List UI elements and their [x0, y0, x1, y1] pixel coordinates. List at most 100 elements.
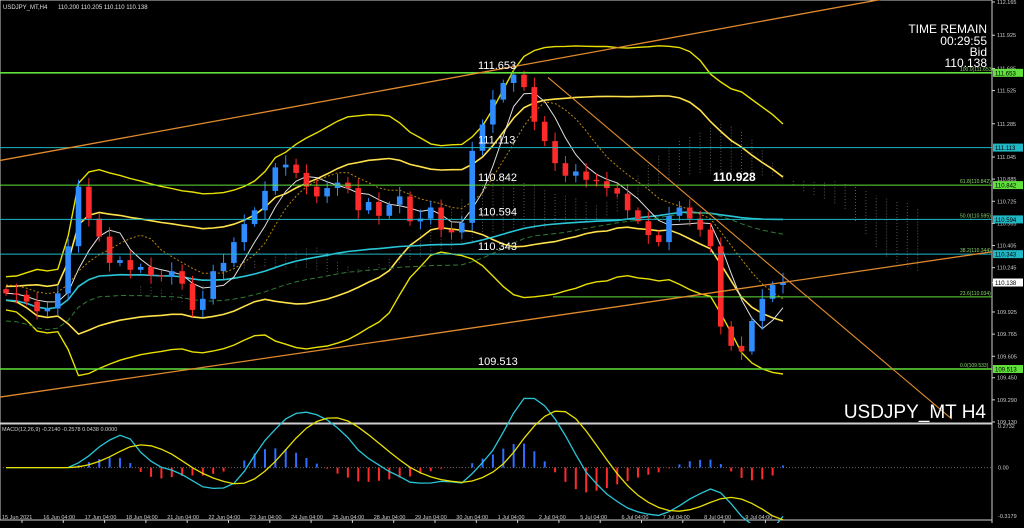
candle-body-14 — [148, 267, 154, 276]
candle-body-28 — [293, 164, 299, 173]
candle-body-6 — [65, 246, 71, 294]
time-tick-label-10: 29 Jun 04:00 — [415, 515, 447, 521]
bollinger-upper-inner — [5, 95, 784, 288]
symbol-header: USDJPY_MT,H4 — [3, 5, 48, 11]
candle-body-2 — [23, 294, 30, 302]
axis-level-box-4 — [993, 250, 1023, 259]
candle-body-48 — [500, 83, 507, 100]
candle-body-9 — [96, 218, 102, 237]
time-tick-label-9: 28 Jun 04:00 — [374, 515, 406, 521]
candle-body-40 — [417, 218, 424, 222]
candle-body-50 — [521, 74, 527, 88]
price-tick-label-7: 110.725 — [997, 199, 1016, 205]
price-tick-label-14: 109.605 — [997, 354, 1017, 360]
time-tick-label-12: 1 Jul 04:00 — [498, 515, 525, 521]
time-tick-label-18: 9 Jul 04:00 — [745, 515, 772, 521]
moving-average-fast — [5, 92, 784, 330]
candle-body-24 — [251, 210, 258, 225]
axis-level-text-6: 109.513 — [995, 367, 1017, 373]
candle-body-36 — [376, 202, 382, 216]
time-tick-label-15: 6 Jul 04:00 — [622, 515, 649, 521]
fib-label-4: 38.2(110.344) — [960, 248, 991, 254]
macd-tick-label-2: -0.3179 — [998, 514, 1017, 520]
bid-price-box — [993, 278, 1023, 287]
axis-level-box-6 — [993, 364, 1023, 373]
axis-level-text-0: 111.653 — [995, 71, 1016, 77]
level-label-2: 110.842 — [478, 172, 517, 184]
time-tick-label-4: 21 Jun 04:00 — [167, 515, 199, 521]
watermark-label: USDJPY_MT H4 — [844, 402, 987, 423]
time-tick-label-3: 18 Jun 04:00 — [126, 515, 158, 521]
candle-body-47 — [490, 99, 496, 125]
candle-body-25 — [262, 190, 268, 211]
candle-body-56 — [583, 171, 589, 180]
candle-body-26 — [272, 167, 279, 191]
candle-body-54 — [562, 163, 569, 176]
candle-body-29 — [303, 172, 310, 187]
candle-body-22 — [231, 242, 237, 263]
candle-body-35 — [365, 202, 372, 211]
candle-body-45 — [469, 150, 475, 223]
candle-body-67 — [697, 218, 703, 230]
candle-body-16 — [168, 271, 175, 277]
time-tick-label-8: 25 Jun 04:00 — [332, 515, 364, 521]
axis-level-text-1: 111.113 — [995, 146, 1016, 152]
candle-body-68 — [707, 229, 714, 247]
fib-label-3: 50.0(110.595) — [960, 213, 991, 219]
time-tick-label-11: 30 Jun 04:00 — [456, 515, 488, 521]
candle-body-46 — [479, 124, 486, 151]
time-tick-label-6: 23 Jun 04:00 — [250, 515, 282, 521]
trendline-down — [547, 77, 953, 420]
candle-body-13 — [137, 267, 144, 270]
candle-body-37 — [386, 204, 393, 216]
price-tick-label-8: 110.565 — [997, 221, 1016, 227]
candle-body-65 — [676, 207, 683, 216]
candle-body-8 — [86, 186, 92, 219]
axis-level-text-2: 110.842 — [995, 184, 1017, 190]
axis-level-text-3: 110.594 — [995, 218, 1017, 224]
time-tick-label-1: 16 Jun 04:00 — [43, 515, 75, 521]
candle-body-21 — [220, 262, 227, 272]
time-remain-value: 00:29:55 — [940, 34, 987, 48]
price-tick-label-13: 109.765 — [997, 332, 1017, 338]
candle-body-3 — [34, 301, 40, 312]
trendline-lower — [0, 251, 993, 398]
macd-signal-line — [6, 410, 784, 521]
price-tick-label-10: 110.245 — [997, 266, 1016, 272]
candle-body-17 — [179, 271, 185, 284]
price-tick-label-3: 111.525 — [997, 89, 1016, 95]
ohlc-header: 110.200 110.205 110.110 110.138 — [58, 5, 148, 11]
time-tick-label-16: 7 Jul 04:00 — [663, 515, 690, 521]
time-tick-label-2: 17 Jun 04:00 — [85, 515, 117, 521]
candle-body-62 — [645, 221, 652, 236]
fib-label-0: 100.0(111.653) — [960, 67, 994, 73]
candle-body-42 — [438, 207, 444, 230]
candle-body-7 — [75, 186, 82, 247]
level-label-3: 110.594 — [478, 206, 517, 218]
candle-body-38 — [396, 196, 403, 205]
price-tick-label-17: 109.130 — [997, 420, 1017, 426]
candle-body-75 — [780, 282, 786, 285]
candle-body-20 — [210, 271, 216, 299]
candle-body-34 — [355, 188, 361, 211]
time-tick-label-7: 24 Jun 04:00 — [291, 515, 323, 521]
axis-level-box-2 — [993, 181, 1023, 190]
fib-label-6: 0.0(109.533) — [960, 363, 989, 369]
candle-body-43 — [448, 229, 455, 233]
candle-body-70 — [728, 326, 734, 346]
axis-level-box-0 — [993, 68, 1023, 77]
bid-label: Bid — [970, 45, 987, 59]
price-tick-label-5: 111.045 — [997, 155, 1016, 161]
level-label-0: 111.653 — [478, 60, 516, 72]
bollinger-lower-outer — [5, 251, 784, 377]
price-tick-label-0: 112.165 — [997, 0, 1016, 6]
candle-body-19 — [200, 298, 206, 310]
bollinger-upper-outer — [5, 45, 784, 278]
candle-body-69 — [718, 246, 724, 327]
candle-body-72 — [749, 321, 755, 352]
level-label-1: 111.113 — [478, 135, 515, 147]
highlight-price-label: 110.928 — [713, 170, 756, 184]
time-remain-label: TIME REMAIN — [908, 22, 987, 36]
price-tick-label-9: 110.405 — [997, 244, 1016, 250]
